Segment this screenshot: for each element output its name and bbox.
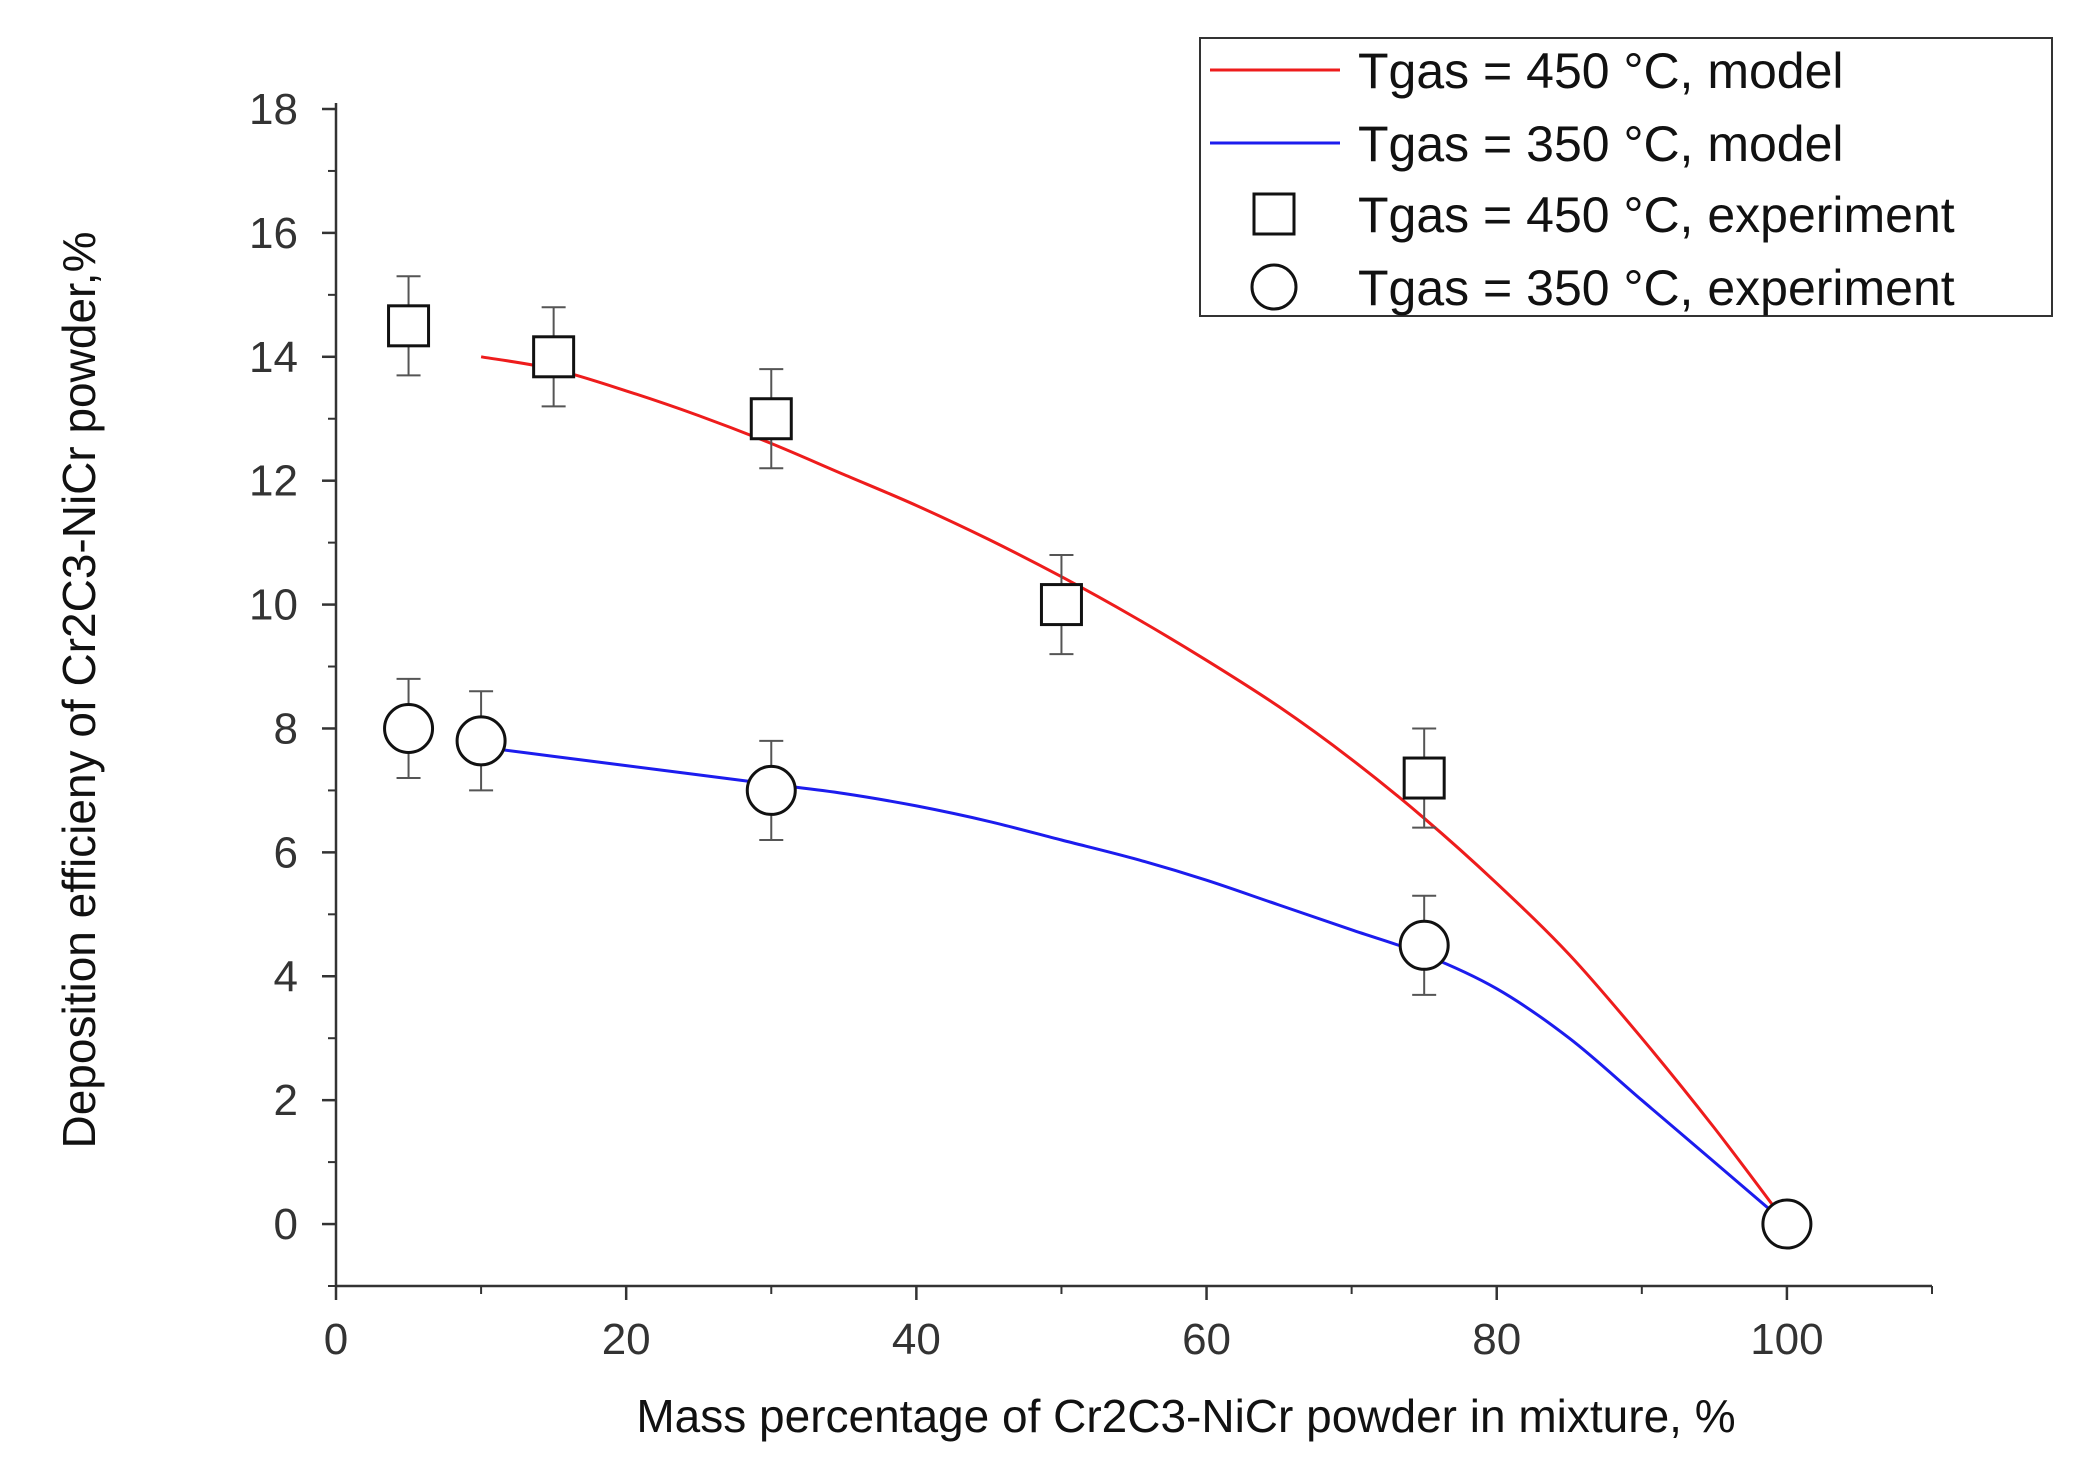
y-tick-label: 18 <box>249 85 298 134</box>
square-marker-450 <box>387 304 431 348</box>
y-tick-label: 0 <box>274 1200 298 1249</box>
legend-box <box>1199 37 2053 317</box>
y-tick-label: 2 <box>274 1076 298 1125</box>
legend-label-450-model: Tgas = 450 °C, model <box>1358 43 1844 99</box>
y-tick-label: 4 <box>274 952 298 1001</box>
circle-marker-350 <box>1761 1198 1813 1250</box>
y-tick-label: 8 <box>274 704 298 753</box>
x-axis-ticks: 0 20 40 60 80 100 <box>324 1286 1933 1364</box>
y-tick-label: 14 <box>249 333 298 382</box>
legend-label-350-experiment: Tgas = 350 °C, experiment <box>1358 260 1955 316</box>
circle-marker-350 <box>383 702 435 754</box>
legend-label-350-model: Tgas = 350 °C, model <box>1358 116 1844 172</box>
y-tick-label: 6 <box>274 828 298 877</box>
x-tick-label: 100 <box>1750 1315 1823 1364</box>
legend-circle-marker <box>1250 263 1298 311</box>
x-tick-label: 0 <box>324 1315 348 1364</box>
axes <box>334 103 1932 1288</box>
y-tick-label: 16 <box>249 209 298 258</box>
square-marker-450 <box>1402 756 1446 800</box>
square-marker-450 <box>749 397 793 441</box>
model-curve-450 <box>480 355 1789 1226</box>
square-marker-450 <box>1039 583 1083 627</box>
square-marker-450 <box>532 335 576 379</box>
x-axis-title: Mass percentage of Cr2C3-NiCr powder in … <box>636 1390 1735 1442</box>
x-tick-label: 80 <box>1472 1315 1521 1364</box>
y-tick-label: 10 <box>249 581 298 630</box>
plot-series <box>383 275 1813 1250</box>
x-tick-label: 40 <box>892 1315 941 1364</box>
legend-label-450-experiment: Tgas = 450 °C, experiment <box>1358 187 1955 243</box>
legend-square-marker <box>1252 192 1296 236</box>
x-tick-label: 20 <box>602 1315 651 1364</box>
legend: Tgas = 450 °C, model Tgas = 350 °C, mode… <box>1199 37 2053 317</box>
x-tick-label: 60 <box>1182 1315 1231 1364</box>
y-axis-title: Deposition efficieny of Cr2C3-NiCr powde… <box>53 232 105 1149</box>
circle-marker-350 <box>1398 919 1450 971</box>
circle-marker-350 <box>745 764 797 816</box>
circle-marker-350 <box>455 715 507 767</box>
y-tick-label: 12 <box>249 457 298 506</box>
y-axis-ticks: 0 2 4 6 8 10 12 14 16 18 <box>249 85 336 1287</box>
model-curve-350 <box>480 745 1788 1226</box>
